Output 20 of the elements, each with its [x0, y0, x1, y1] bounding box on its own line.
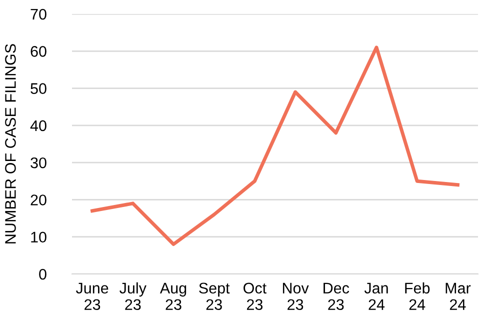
x-tick-label: Feb 24: [405, 282, 430, 310]
x-tick-label: Sept 23: [199, 282, 230, 310]
x-tick-label: Mar 24: [446, 282, 471, 310]
x-tick-label: Aug 23: [160, 282, 186, 310]
y-tick-label: 50: [30, 83, 46, 94]
y-tick-label: 10: [31, 232, 46, 243]
x-tick-label: July 23: [120, 282, 146, 310]
y-tick-label: 70: [30, 8, 46, 20]
x-tick-label: Nov 23: [282, 282, 309, 310]
y-tick-label: 40: [30, 120, 46, 132]
y-tick-label: 0: [39, 268, 46, 280]
x-tick-label: Dec 23: [324, 282, 350, 310]
line-series: [90, 46, 460, 246]
x-tick-label: June 23: [76, 282, 108, 310]
x-tick-label: Jan 24: [364, 282, 388, 310]
x-tick-label: Oct 23: [244, 282, 266, 310]
y-axis-title: NUMBER OF CASE FILINGS: [5, 44, 16, 244]
y-tick-label: 60: [30, 46, 46, 57]
y-tick-label: 30: [30, 157, 46, 168]
y-tick-label: 20: [30, 194, 46, 206]
